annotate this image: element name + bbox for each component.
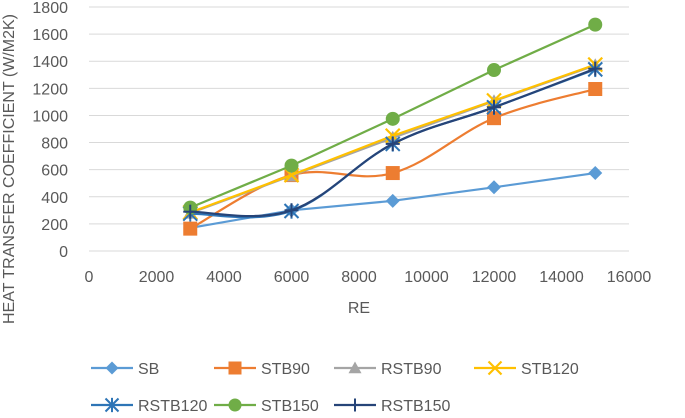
x-tick-label: 14000: [539, 269, 584, 286]
legend-label: RSTB150: [381, 398, 450, 413]
legend-label: RSTB90: [381, 361, 442, 378]
x-tick-label: 10000: [404, 269, 449, 286]
legend-marker: [104, 397, 120, 413]
legend-marker: [228, 361, 242, 375]
data-point: [284, 158, 299, 173]
x-axis-ticks: 0 2000 4000 6000 8000 10000 12000 14000 16000: [85, 269, 652, 286]
y-tick-label: 1800: [32, 0, 68, 17]
y-tick-label: 600: [41, 163, 68, 180]
data-point: [588, 17, 603, 32]
series-rstb150: [183, 61, 603, 219]
y-tick-label: 1600: [32, 27, 68, 44]
marker-stroke: [487, 360, 503, 376]
gridlines: [89, 6, 629, 225]
legend-label: STB120: [521, 361, 579, 378]
data-point: [487, 111, 501, 126]
legend-item-rstb120: RSTB120: [91, 397, 207, 415]
x-tick-label: 8000: [341, 269, 377, 286]
data-point: [385, 136, 400, 151]
legend-marker: [487, 360, 503, 376]
series-layer: [182, 17, 604, 236]
legend: SB STB90 RSTB90 STB120 RSTB120 STB150 RSTB150: [91, 360, 579, 415]
legend-item-rstb90: RSTB90: [334, 361, 442, 378]
data-point: [385, 193, 400, 208]
data-point: [183, 204, 198, 219]
data-point: [588, 61, 603, 76]
data-point: [385, 166, 400, 181]
data-point: [487, 63, 501, 78]
x-tick-label: 2000: [139, 269, 175, 286]
x-tick-label: 6000: [274, 269, 310, 286]
data-point: [588, 82, 603, 97]
y-axis-title: HEAT TRANSFER COEFFICIENT (W/M2K): [1, 14, 18, 324]
data-point: [284, 203, 299, 218]
legend-label: RSTB120: [138, 398, 207, 413]
data-point: [487, 100, 501, 115]
y-tick-label: 200: [41, 217, 68, 234]
legend-item-rstb150: RSTB150: [334, 398, 450, 415]
y-tick-label: 1200: [32, 81, 68, 98]
y-tick-label: 400: [41, 190, 68, 207]
y-tick-label: 0: [59, 244, 68, 261]
series-stb150: [183, 17, 603, 215]
legend-label: SB: [138, 361, 159, 378]
x-tick-label: 16000: [607, 269, 652, 286]
legend-item-stb120: STB120: [474, 360, 579, 378]
y-tick-label: 1000: [32, 108, 68, 125]
y-tick-label: 1400: [32, 54, 68, 71]
data-point: [588, 166, 603, 181]
legend-marker: [348, 361, 362, 374]
legend-item-stb150: STB150: [214, 398, 319, 415]
legend-item-sb: SB: [91, 361, 159, 378]
legend-marker: [348, 398, 362, 412]
legend-label: STB150: [261, 398, 319, 413]
series-stb90: [183, 82, 603, 236]
legend-item-stb90: STB90: [214, 361, 310, 378]
x-tick-label: 12000: [472, 269, 517, 286]
data-point: [487, 180, 501, 195]
legend-marker: [105, 361, 119, 375]
legend-label: STB90: [261, 361, 310, 378]
y-tick-label: 800: [41, 136, 68, 153]
data-point: [385, 111, 400, 126]
legend-marker: [228, 398, 242, 412]
x-tick-label: 0: [85, 269, 94, 286]
x-axis-title: RE: [348, 300, 370, 317]
x-tick-label: 4000: [206, 269, 242, 286]
y-axis-ticks: 0 200 400 600 800 1000 1200 1400 1600 1800: [32, 0, 68, 261]
data-point: [183, 221, 198, 236]
